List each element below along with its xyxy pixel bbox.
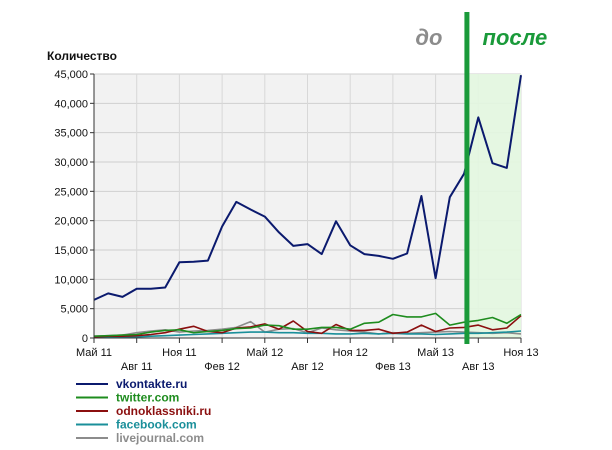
y-tick-label: 35,000 — [54, 128, 88, 140]
y-tick-label: 25,000 — [54, 186, 88, 198]
series-line-facebook-com — [93, 330, 522, 339]
annotation-before: до — [415, 25, 442, 50]
legend-label-livejournal-com: livejournal.com — [116, 431, 204, 445]
series-line-odnoklassniki-ru — [93, 315, 522, 338]
x-tick-label-upper: Май 12 — [246, 347, 283, 359]
legend-label-twitter-com: twitter.com — [116, 391, 179, 405]
x-tick-label-upper: Ноя 11 — [162, 347, 197, 359]
y-tick-label: 40,000 — [54, 98, 88, 110]
x-tick-label-lower: Фев 13 — [375, 361, 411, 373]
y-tick-label: 0 — [82, 333, 88, 345]
legend-label-vkontakte-ru: vkontakte.ru — [116, 377, 187, 391]
after-region-shade — [466, 74, 521, 338]
legend-label-facebook-com: facebook.com — [116, 418, 197, 432]
series-line-vkontakte-ru — [93, 75, 522, 301]
y-axis-label: Количество — [47, 49, 117, 63]
x-tick-label-upper: Ноя 12 — [333, 347, 368, 359]
x-tick-label-lower: Авг 13 — [462, 361, 494, 373]
x-tick-label-upper: Май 11 — [76, 347, 112, 359]
x-tick-label-lower: Авг 11 — [121, 361, 153, 373]
y-tick-label: 45,000 — [54, 69, 88, 81]
x-tick-label-upper: Май 13 — [417, 347, 454, 359]
x-tick-label-lower: Фев 12 — [204, 361, 240, 373]
legend-label-odnoklassniki-ru: odnoklassniki.ru — [116, 404, 211, 418]
y-tick-label: 10,000 — [54, 274, 88, 286]
x-tick-label-upper: Ноя 13 — [503, 347, 538, 359]
x-tick-label-lower: Авг 12 — [291, 361, 323, 373]
y-tick-label: 30,000 — [54, 157, 88, 169]
annotation-after: после — [483, 25, 548, 50]
y-tick-label: 15,000 — [54, 245, 88, 257]
y-tick-label: 5,000 — [60, 304, 88, 316]
y-tick-label: 20,000 — [54, 216, 88, 228]
series-line-twitter-com — [93, 312, 522, 337]
